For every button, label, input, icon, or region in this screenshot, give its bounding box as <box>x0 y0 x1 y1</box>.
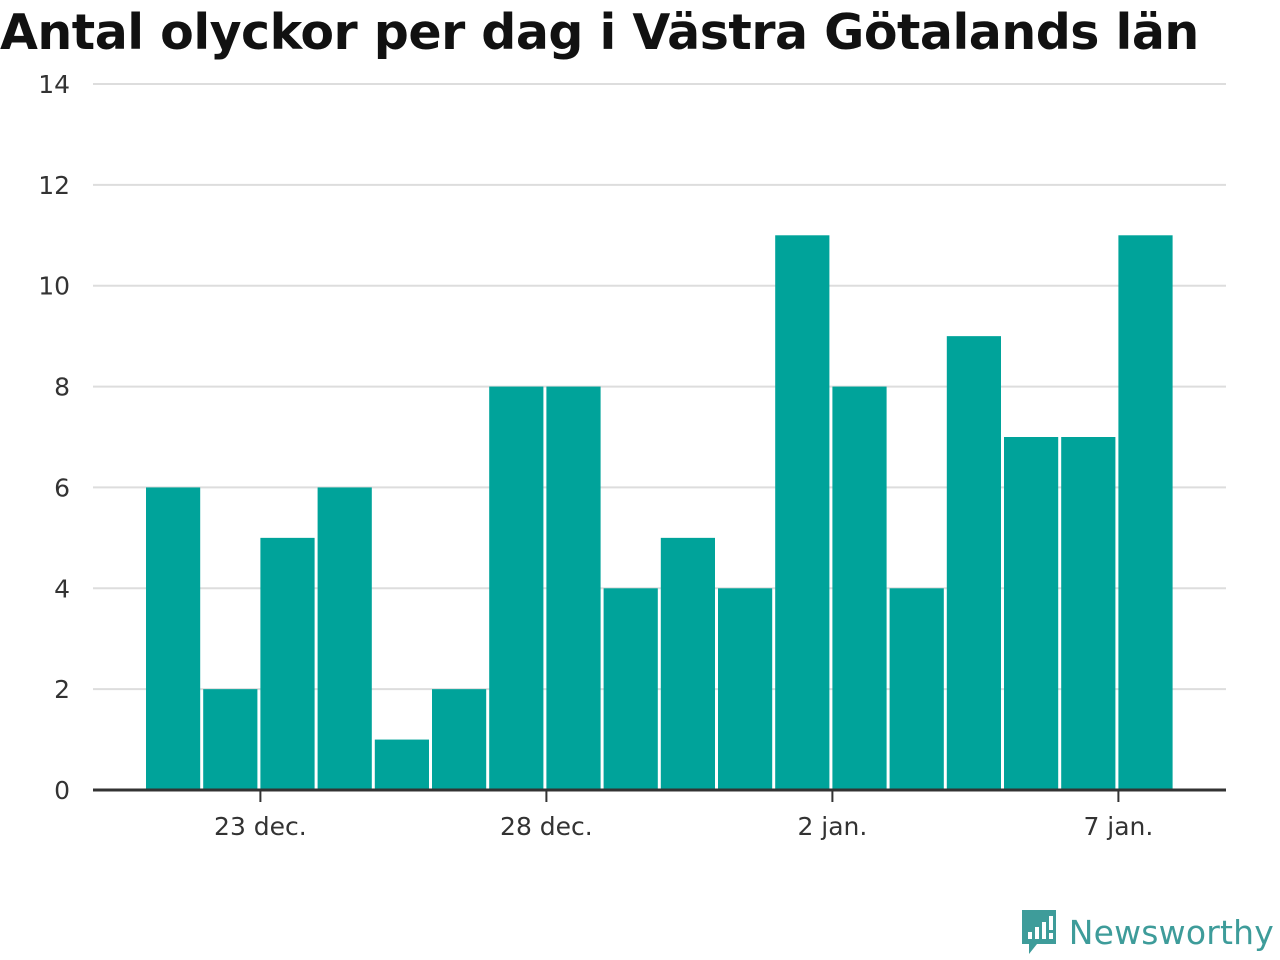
bar <box>832 386 887 790</box>
x-tick-label: 23 dec. <box>214 812 307 841</box>
y-tick-label: 10 <box>38 272 70 301</box>
newsworthy-brand: Newsworthy <box>1019 908 1274 956</box>
y-tick-label: 12 <box>38 171 70 200</box>
bar <box>374 739 429 790</box>
bar <box>317 487 372 790</box>
bar <box>603 588 658 790</box>
bar <box>718 588 773 790</box>
y-tick-label: 2 <box>54 675 70 704</box>
bar <box>1061 437 1116 790</box>
bar <box>432 689 487 790</box>
y-axis-tick-labels: 0 2 4 6 8 10 12 14 <box>38 70 70 805</box>
bar <box>775 235 830 791</box>
x-tick-label: 7 jan. <box>1083 812 1153 841</box>
y-tick-label: 8 <box>54 373 70 402</box>
y-tick-label: 6 <box>54 473 70 502</box>
chart-title: Antal olyckor per dag i Västra Götalands… <box>0 4 1199 61</box>
brand-name: Newsworthy <box>1068 912 1274 952</box>
x-tick-label: 28 dec. <box>500 812 593 841</box>
newsworthy-logo-icon <box>1021 910 1056 954</box>
bar <box>546 386 601 790</box>
bar <box>1118 235 1173 791</box>
bar <box>203 689 258 790</box>
bar <box>146 487 201 790</box>
bar <box>489 386 544 790</box>
x-axis: 23 dec. 28 dec. 2 jan. 7 jan. <box>93 788 1226 841</box>
bar <box>889 588 944 790</box>
y-tick-label: 0 <box>54 776 70 805</box>
y-tick-label: 14 <box>38 70 70 99</box>
bars <box>146 235 1173 791</box>
x-tick-label: 2 jan. <box>797 812 867 841</box>
bar <box>260 537 315 790</box>
bar <box>660 537 715 790</box>
y-tick-label: 4 <box>54 574 70 603</box>
bar <box>1004 437 1059 790</box>
bar <box>946 336 1001 790</box>
